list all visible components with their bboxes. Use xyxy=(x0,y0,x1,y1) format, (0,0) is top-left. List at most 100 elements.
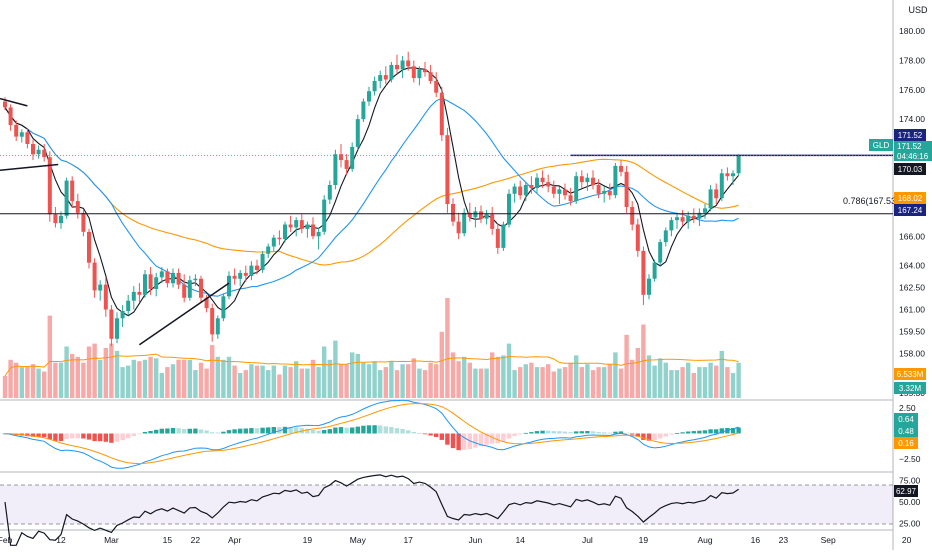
volume-bar xyxy=(103,348,108,398)
volume-bar xyxy=(400,364,405,398)
time-tick-label: Feb xyxy=(0,535,13,545)
volume-bar xyxy=(686,362,691,398)
ma-mid-text: 167.24 xyxy=(898,206,923,215)
candle-body xyxy=(434,81,439,93)
time-tick-label: 22 xyxy=(191,535,201,545)
candle-body xyxy=(540,177,545,183)
volume-bar xyxy=(198,362,204,398)
volume-bar xyxy=(350,352,355,398)
macd-histogram-bar xyxy=(288,427,293,434)
rsi-band xyxy=(0,485,893,524)
candle-body xyxy=(479,211,483,219)
macd-histogram-bar xyxy=(635,433,640,437)
volume-bar xyxy=(176,359,181,398)
volume-bar xyxy=(652,365,657,398)
candle-body xyxy=(725,173,730,177)
macd-histogram-bar xyxy=(81,433,86,439)
candle-body xyxy=(327,185,332,200)
candle-body xyxy=(193,278,198,281)
macd-histogram-bar xyxy=(305,428,310,434)
macd-histogram-bar xyxy=(714,429,719,434)
macd-histogram-bar xyxy=(546,430,551,434)
macd-histogram-bar xyxy=(512,433,517,436)
macd-histogram-bar xyxy=(310,430,316,434)
candle-body xyxy=(176,272,181,285)
candle-body xyxy=(630,207,635,225)
candle-body xyxy=(75,201,80,213)
drawings[interactable] xyxy=(0,97,893,346)
volume-bar xyxy=(86,346,92,398)
candle-body xyxy=(232,275,237,279)
volume-bar xyxy=(170,364,176,398)
candle-body xyxy=(607,190,612,196)
volume-bar xyxy=(579,367,584,398)
candle-body xyxy=(299,220,304,229)
volume-bar xyxy=(607,364,612,398)
rsi-indicator xyxy=(4,474,739,546)
volume-bar xyxy=(372,361,377,398)
macd-histogram-bar xyxy=(64,433,69,440)
time-tick-label: Aug xyxy=(697,535,712,545)
macd-histogram-bar xyxy=(585,431,590,434)
candle-body xyxy=(490,214,495,229)
volume-bar xyxy=(120,367,125,398)
macd-histogram-bar xyxy=(568,432,573,434)
volume-bar xyxy=(478,368,484,398)
volume-bar xyxy=(389,361,394,398)
volume-bar xyxy=(574,355,579,398)
volume-bar xyxy=(159,373,164,398)
macd-histogram-bar xyxy=(109,433,114,443)
candle-body xyxy=(131,291,136,301)
candle-body xyxy=(691,215,696,219)
candle-body xyxy=(568,195,573,202)
volume-bar xyxy=(19,367,24,398)
volume-bar xyxy=(590,370,596,398)
macd-histogram-bar xyxy=(271,427,276,434)
volume-bar xyxy=(697,367,702,398)
time-tick-label: 16 xyxy=(751,535,761,545)
candle-body xyxy=(182,284,187,298)
volume-text: 3.32M xyxy=(899,384,922,393)
candle-body xyxy=(25,132,30,144)
ma-slow-line xyxy=(4,107,739,266)
macd-histogram-bar xyxy=(322,430,327,434)
candle-body xyxy=(613,165,618,196)
macd-histogram-bar xyxy=(361,425,366,434)
macd-histogram-bar xyxy=(630,433,635,435)
candle-body xyxy=(367,91,371,102)
volume-bar xyxy=(288,367,293,398)
time-tick-label: Sep xyxy=(821,535,836,545)
volume-bar xyxy=(378,370,383,398)
macd-histogram-bar xyxy=(193,428,198,434)
volume-bar xyxy=(613,352,618,398)
volume-badge xyxy=(894,382,926,394)
volume-bar xyxy=(714,365,719,398)
macd-histogram-bar xyxy=(473,433,478,448)
candles[interactable] xyxy=(3,51,741,347)
candle-body xyxy=(585,177,590,183)
candle-body xyxy=(42,149,47,158)
volume-bar xyxy=(361,362,366,398)
time-axis[interactable]: Feb 12 Mar 15 22 Apr 19 May 17 Jun 14 Jul 19 Aug 16 23 S… xyxy=(0,535,912,545)
macd-badge xyxy=(894,413,918,425)
macd-histogram-bar xyxy=(366,425,372,434)
macd-histogram-bar xyxy=(316,430,321,434)
volume-bar xyxy=(366,364,372,398)
volume-ma-badge xyxy=(894,368,926,380)
volume-bar xyxy=(8,359,13,398)
volume-bar xyxy=(602,367,607,398)
volume-bar xyxy=(327,359,332,398)
candle-body xyxy=(451,204,455,222)
macd-histogram-bar xyxy=(260,427,265,434)
volume-bar xyxy=(635,348,640,398)
ma-slow-text: 168.02 xyxy=(898,194,923,203)
candle-body xyxy=(187,280,192,298)
candle-body xyxy=(428,72,433,81)
volume-bar xyxy=(294,361,299,398)
candle-body xyxy=(36,149,41,155)
macd-histogram-bar xyxy=(445,433,450,445)
candle-body xyxy=(227,275,231,297)
